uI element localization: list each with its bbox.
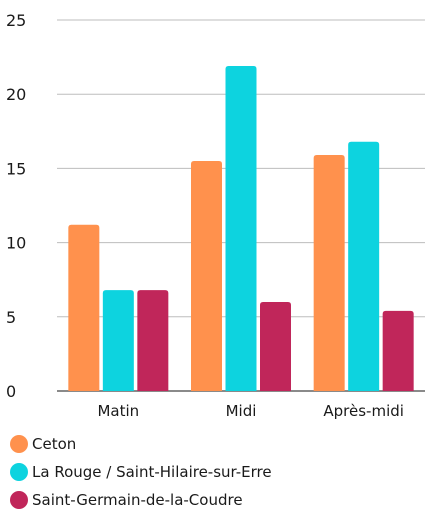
legend-label: Saint-Germain-de-la-Coudre — [32, 491, 243, 509]
x-tick-label: Après-midi — [323, 402, 404, 420]
y-tick-label: 20 — [6, 85, 26, 104]
bar — [137, 290, 169, 391]
legend-swatch — [10, 491, 28, 509]
y-tick-label: 15 — [6, 159, 26, 178]
bar — [68, 224, 100, 391]
legend: Ceton La Rouge / Saint-Hilaire-sur-Erre Sa… — [10, 430, 420, 514]
legend-item: Saint-Germain-de-la-Coudre — [10, 486, 420, 514]
bar — [225, 66, 257, 391]
y-axis-ticks: 0 5 10 15 20 25 — [6, 11, 26, 401]
y-tick-label: 10 — [6, 234, 26, 253]
x-tick-label: Matin — [97, 402, 139, 420]
legend-item: Ceton — [10, 430, 420, 458]
bar — [313, 155, 345, 391]
bar — [191, 160, 222, 391]
bar — [348, 141, 380, 391]
legend-label: La Rouge / Saint-Hilaire-sur-Erre — [32, 463, 272, 481]
y-tick-label: 0 — [6, 382, 16, 401]
x-axis-ticks: Matin Midi Après-midi — [97, 402, 403, 420]
y-tick-label: 25 — [6, 11, 26, 30]
legend-label: Ceton — [32, 435, 77, 453]
legend-item: La Rouge / Saint-Hilaire-sur-Erre — [10, 458, 420, 486]
legend-swatch — [10, 435, 28, 453]
bar-chart: 0 5 10 15 20 25 Matin Midi Après-midi — [6, 11, 425, 420]
x-tick-label: Midi — [226, 402, 257, 420]
bars — [68, 66, 414, 391]
bar — [260, 301, 291, 391]
bar — [382, 310, 414, 391]
y-tick-label: 5 — [6, 308, 16, 327]
bar — [102, 290, 134, 391]
legend-swatch — [10, 463, 28, 481]
